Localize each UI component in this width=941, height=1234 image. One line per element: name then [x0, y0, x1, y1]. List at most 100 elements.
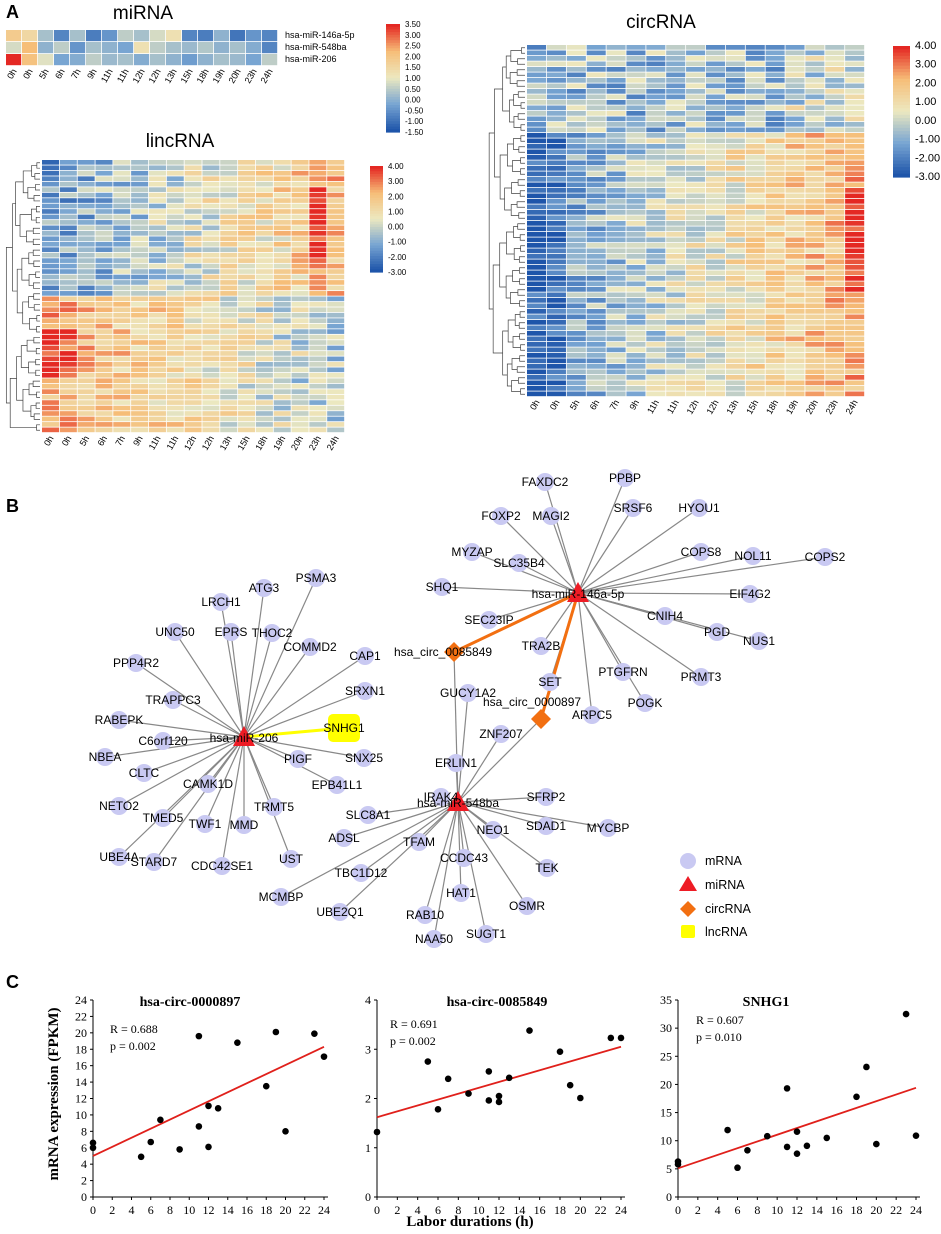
lincrna-cell [42, 394, 60, 400]
lincrna-cell [113, 427, 131, 433]
mrna-node [356, 682, 374, 700]
circrna-cell [546, 155, 566, 160]
circrna-dendrogram-branch [519, 333, 525, 340]
circrna-cell [705, 204, 726, 210]
circrna-cell [745, 342, 765, 347]
circrna-cell [566, 386, 586, 391]
circrna-cell [666, 336, 686, 342]
circrna-cell [566, 298, 586, 303]
circrna-cell [586, 116, 606, 122]
lincrna-cell [184, 400, 202, 405]
circrna-cell [527, 287, 547, 292]
mrna-node-label: C6orf120 [138, 734, 188, 748]
circrna-cell [527, 166, 547, 171]
lincrna-cell [255, 230, 273, 236]
circrna-cell [686, 105, 706, 111]
lincrna-cell [255, 252, 273, 258]
lincrna-cell [184, 176, 202, 182]
circrna-cell [546, 149, 566, 155]
lincrna-cell [291, 170, 309, 176]
circrna-cell [765, 83, 785, 89]
circrna-cell [705, 303, 726, 309]
lincrna-cell [42, 209, 60, 214]
lincrna-cell [291, 351, 309, 356]
lincrna-cell [95, 400, 113, 405]
circrna-cell [825, 347, 845, 353]
circrna-cell [725, 72, 745, 78]
lincrna-cell [95, 372, 113, 378]
regression-line [92, 1045, 325, 1157]
circrna-cell [705, 210, 726, 215]
mirna-colorbar-tick: 3.00 [405, 31, 421, 40]
mrna-node-label: GUCY1A2 [440, 686, 496, 700]
circrna-cell [705, 342, 726, 347]
data-point [873, 1140, 880, 1148]
lincrna-cell [148, 372, 166, 378]
circrna-cell [626, 105, 646, 111]
circrna-cell [705, 199, 726, 204]
lincrna-colorbar-segment [370, 179, 383, 183]
circrna-cell [586, 254, 606, 259]
circrna-cell [566, 314, 586, 320]
legend-lncrna-label: lncRNA [705, 925, 748, 939]
lincrna-cell [184, 296, 202, 302]
circrna-cell [626, 56, 646, 61]
lincrna-cell [238, 329, 256, 334]
lincrna-cell [273, 405, 291, 411]
mrna-node [199, 775, 217, 793]
circrna-cell [765, 281, 785, 287]
lincrna-cell [113, 252, 131, 258]
lincrna-cell [220, 318, 238, 323]
lincrna-cell [148, 378, 166, 384]
data-point [505, 1074, 513, 1082]
circrna-cell [765, 166, 785, 171]
lincrna-cell [77, 280, 95, 285]
network-edge [577, 507, 634, 594]
lincrna-cell [59, 351, 77, 356]
lincrna-cell [166, 225, 184, 231]
mirna-colorbar-tick: 0.00 [405, 96, 421, 105]
lincrna-cell [309, 405, 327, 411]
circrna-cell [586, 127, 606, 133]
lincrna-cell [202, 416, 220, 422]
circrna-dendrogram-branch [518, 256, 525, 263]
circrna-cell [666, 166, 686, 171]
circrna-cell [666, 243, 686, 248]
circrna-cell [666, 358, 686, 364]
circrna-colorbar-segment [893, 59, 910, 63]
network-edge [457, 801, 487, 935]
circrna-cell [666, 259, 686, 265]
lincrna-cell [220, 252, 238, 258]
lincrna-dendrogram-branch [30, 405, 37, 417]
circrna-cell [606, 45, 626, 50]
circrna-dendrogram-branch [517, 91, 525, 98]
circrna-cell [527, 331, 547, 336]
mirna-colorbar-tick: 1.00 [405, 74, 421, 83]
lincrna-cell [327, 362, 345, 367]
circrna-cell [825, 386, 845, 391]
circrna-cell [705, 254, 726, 259]
circrna-cell [725, 204, 745, 210]
circrna-cell [785, 67, 805, 72]
x-tick-label: 4 [715, 1203, 721, 1217]
lincrna-cell [131, 198, 149, 203]
circrna-cell [785, 144, 805, 149]
mrna-node-label: UNC50 [155, 625, 195, 639]
circrna-cell [626, 303, 646, 309]
circrna-cell [805, 72, 825, 78]
lincrna-cell [273, 285, 291, 291]
mrna-node-label: SUGT1 [466, 927, 506, 941]
circrna-cell [666, 325, 686, 331]
lincrna-cell [309, 416, 327, 422]
lincrna-cell [309, 427, 327, 433]
lincrna-cell [59, 307, 77, 313]
lincrna-cell [148, 263, 166, 269]
lincrna-cell [327, 340, 345, 345]
lincrna-cell [148, 400, 166, 405]
lincrna-cell [291, 400, 309, 405]
circrna-cell [785, 56, 805, 61]
lincrna-cell [166, 258, 184, 263]
circrna-cell [527, 188, 547, 193]
circrna-cell [765, 358, 785, 364]
